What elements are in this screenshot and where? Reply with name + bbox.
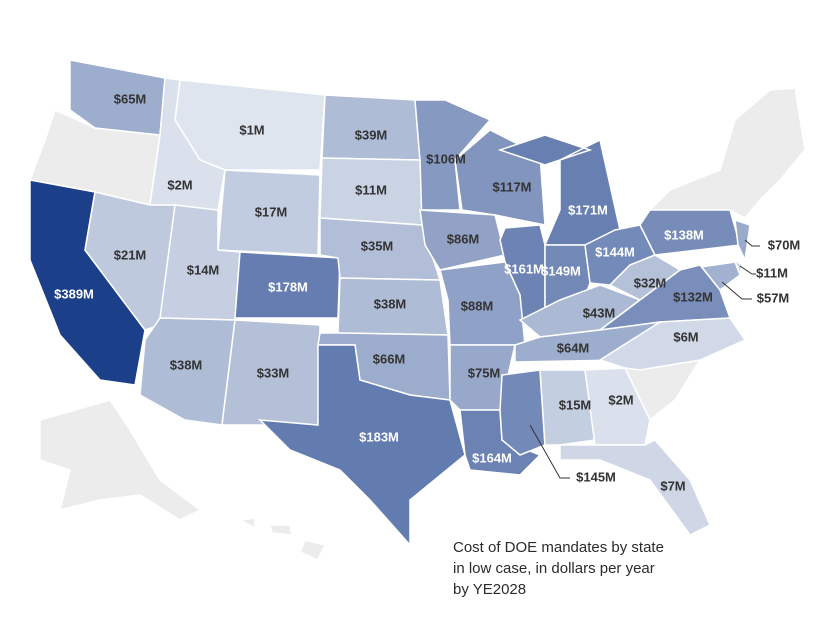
value-label: $6M: [673, 329, 698, 344]
value-label: $21M: [114, 247, 147, 262]
value-label: $11M: [355, 182, 387, 197]
value-label: $38M: [374, 296, 407, 311]
value-label: $32M: [634, 275, 667, 290]
state-region: [539, 369, 596, 446]
state-region: [598, 317, 747, 371]
no-data-regions: [28, 87, 806, 561]
state-region: [419, 209, 506, 271]
value-label: $2M: [608, 392, 633, 407]
value-label: $38M: [170, 357, 203, 372]
value-label: $33M: [257, 365, 290, 380]
value-label: $106M: [426, 151, 466, 166]
state-regions: [29, 59, 751, 547]
value-label: $145M: [576, 469, 616, 484]
value-label: $183M: [359, 429, 399, 444]
value-label: $57M: [757, 290, 790, 305]
value-label: $35M: [361, 238, 394, 253]
region-northeast: [648, 87, 806, 219]
value-label: $15M: [559, 397, 592, 412]
callout-line: [739, 265, 756, 275]
value-label: $14M: [187, 262, 220, 277]
value-label: $75M: [468, 365, 501, 380]
callout-line: [744, 239, 760, 247]
value-label: $149M: [541, 263, 581, 278]
region-hawaii: [237, 517, 327, 561]
callout-line: [721, 281, 752, 300]
value-label: $88M: [461, 298, 494, 313]
value-label: $7M: [660, 478, 685, 493]
value-label: $66M: [373, 351, 406, 366]
value-label: $171M: [568, 202, 608, 217]
state-region: [639, 209, 741, 256]
value-label: $178M: [268, 279, 308, 294]
value-label: $65M: [114, 91, 147, 106]
callout-line: [529, 424, 570, 479]
state-region: [258, 344, 466, 547]
value-label: $17M: [255, 204, 288, 219]
value-label: $389M: [54, 286, 94, 301]
value-label: $86M: [447, 231, 480, 246]
region-alaska: [39, 399, 202, 521]
callout-lines: [529, 239, 760, 479]
caption: Cost of DOE mandates by state in low cas…: [453, 539, 664, 598]
state-region: [217, 169, 321, 256]
state-region: [734, 218, 751, 263]
value-label: $43M: [583, 305, 616, 320]
value-label: $138M: [664, 227, 704, 242]
value-label: $132M: [673, 289, 713, 304]
value-label: $11M: [756, 265, 788, 280]
value-label: $39M: [355, 127, 388, 142]
value-label: $161M: [504, 261, 544, 276]
value-label: $144M: [595, 244, 635, 259]
state-region: [559, 439, 711, 536]
value-label: $117M: [492, 179, 531, 194]
value-label: $164M: [472, 450, 512, 465]
value-label: $2M: [167, 177, 192, 192]
value-labels: $65M $1M $39M $106M $117M $171M $2M $17M $11M $38…: [54, 91, 800, 493]
state-region: [499, 369, 546, 456]
value-label: $1M: [239, 122, 264, 137]
value-label: $70M: [768, 237, 801, 252]
state-region: [69, 59, 166, 136]
value-label: $64M: [557, 340, 590, 355]
state-region: [584, 367, 651, 446]
